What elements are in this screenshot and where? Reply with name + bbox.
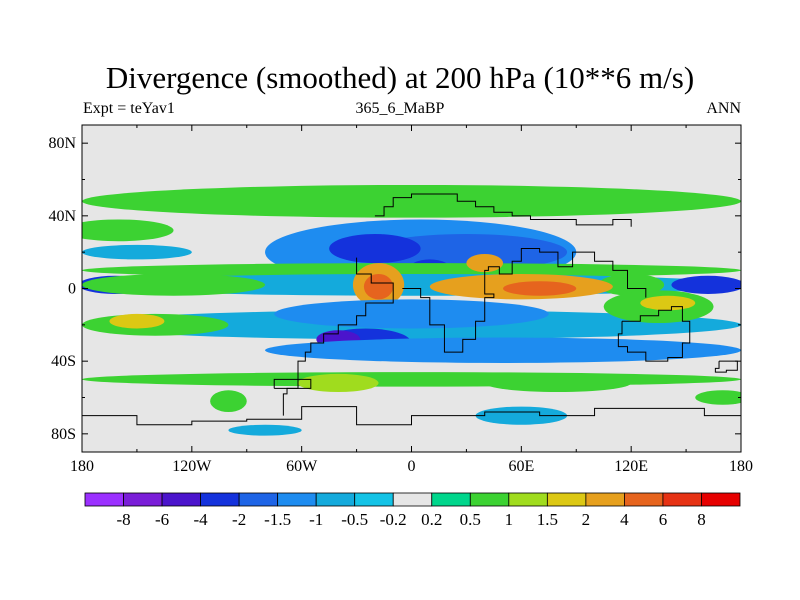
- colorbar-label: 2: [582, 510, 591, 529]
- colorbar-label: -1.5: [264, 510, 291, 529]
- field-contour-12: [598, 273, 665, 296]
- colorbar-swatch: [123, 492, 163, 507]
- colorbar-swatch: [585, 492, 625, 507]
- colorbar-label: -6: [155, 510, 169, 529]
- colorbar-label: -4: [194, 510, 209, 529]
- colorbar-label: -8: [116, 510, 130, 529]
- field-contour-31: [475, 406, 568, 425]
- colorbar-label: 0.2: [421, 510, 442, 529]
- field-contour-24: [265, 337, 741, 363]
- colorbar-swatch: [701, 492, 741, 507]
- chart-title: Divergence (smoothed) at 200 hPa (10**6 …: [105, 60, 695, 95]
- field-contour-21: [109, 313, 165, 329]
- field-contour-30: [695, 390, 741, 405]
- colorbar-swatch: [469, 492, 510, 507]
- field-contour-10: [671, 275, 741, 294]
- colorbar-swatch: [315, 492, 356, 507]
- colorbar-swatch: [238, 492, 279, 507]
- field-contour-16: [503, 281, 577, 296]
- x-tick-label: 60E: [508, 458, 534, 475]
- colorbar-label: -2: [232, 510, 246, 529]
- field-contour-28: [298, 373, 379, 393]
- experiment-label: Expt = teYav1: [83, 100, 175, 117]
- y-tick-label: 80N: [48, 135, 76, 152]
- field-contour-26: [640, 295, 696, 311]
- colorbar-swatch: [200, 492, 240, 507]
- colorbar-swatch: [277, 492, 317, 507]
- colorbar-swatch: [624, 492, 664, 507]
- field-contour-19: [274, 299, 549, 329]
- coastline-2: [402, 248, 647, 353]
- colorbar-label: 1: [505, 510, 514, 529]
- coastline-5: [273, 378, 312, 389]
- coastline-6: [714, 360, 738, 373]
- x-tick-label: 180: [729, 458, 753, 475]
- x-tick-label: 120W: [172, 458, 212, 475]
- field-contour-11: [82, 273, 266, 296]
- y-tick-label: 80S: [51, 426, 76, 443]
- x-tick-label: 120E: [614, 458, 648, 475]
- x-tick-label: 0: [408, 458, 416, 475]
- x-tick-label: 60W: [286, 458, 318, 475]
- field-contour-1: [82, 219, 174, 242]
- season-label: ANN: [706, 100, 741, 117]
- field-contour-27: [82, 372, 741, 387]
- coastlines: [82, 193, 741, 426]
- colorbar-swatch: [392, 492, 433, 507]
- y-tick-label: 0: [68, 281, 76, 298]
- y-tick-label: 40N: [48, 208, 76, 225]
- colorbar-swatch: [431, 492, 471, 507]
- colorbar-swatch: [354, 492, 394, 507]
- field-contour-2: [82, 244, 192, 260]
- colorbar-label: -0.2: [380, 510, 407, 529]
- colorbar-label: 8: [697, 510, 706, 529]
- y-tick-label: 40S: [51, 353, 76, 370]
- coastline-4: [82, 406, 741, 426]
- colorbar-label: 1.5: [537, 510, 558, 529]
- field-contour-29: [484, 373, 632, 393]
- field-contour-17: [466, 253, 504, 273]
- colorbar-label: 4: [620, 510, 629, 529]
- colorbar-swatch: [662, 492, 702, 507]
- colorbar-label: -1: [309, 510, 323, 529]
- field-contour-33: [210, 390, 247, 413]
- field-contour-32: [228, 424, 302, 436]
- field-contour-7: [82, 263, 741, 278]
- colorbar-swatch: [546, 492, 587, 507]
- divergence-field: [82, 184, 741, 436]
- field-contour-0: [82, 184, 741, 218]
- colorbar-label: 0.5: [460, 510, 481, 529]
- colorbar-label: 6: [659, 510, 668, 529]
- period-label: 365_6_MaBP: [355, 100, 445, 117]
- colorbar-swatch: [161, 492, 201, 507]
- colorbar-label: -0.5: [341, 510, 368, 529]
- field-contour-5: [329, 234, 421, 264]
- colorbar-swatch: [84, 492, 124, 507]
- colorbar-swatch: [508, 492, 548, 507]
- x-tick-label: 180: [70, 458, 94, 475]
- coastline-0: [374, 193, 632, 227]
- field-contour-14: [363, 273, 394, 300]
- coastline-3: [617, 306, 691, 362]
